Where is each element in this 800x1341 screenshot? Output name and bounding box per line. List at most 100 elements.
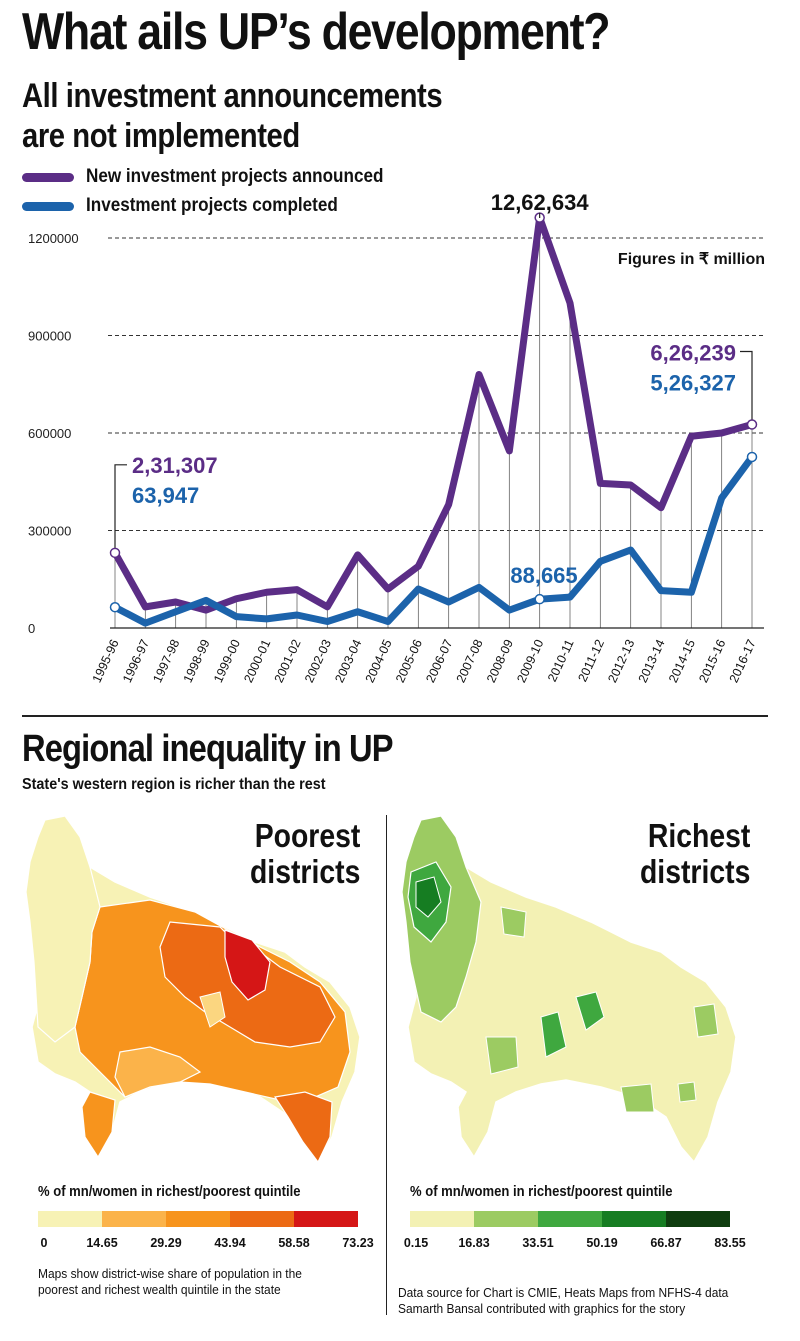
richest-title-line-1: Richest [647, 817, 750, 854]
richest-scale-tick-label: 83.55 [714, 1236, 746, 1250]
richest-scale-tick-label: 0.15 [403, 1236, 429, 1250]
subtitle-line-1: All investment announcements [22, 77, 443, 115]
callout-leader-start [114, 464, 127, 548]
source-line-2: Samarth Bansal contributed with graphics… [398, 1301, 686, 1316]
legend-swatch-completed [22, 201, 74, 211]
y-tick-label: 300000 [28, 524, 71, 539]
region-light-lucknow [199, 991, 226, 1028]
region-north-green [500, 906, 527, 938]
x-tick-label: 2009-10 [514, 637, 546, 685]
region-south-green [620, 1083, 655, 1113]
legend-swatch-announced [22, 172, 74, 182]
richest-title-line-2: districts [639, 853, 750, 890]
richest-scale-caption: % of mn/women in richest/poorest quintil… [410, 1184, 673, 1200]
y-tick-label: 0 [28, 621, 35, 636]
x-tick-label: 1998-99 [181, 637, 213, 685]
region-light-west [25, 815, 101, 1043]
richest-scale-swatch [602, 1211, 666, 1227]
y-tick-label: 1200000 [28, 231, 79, 246]
page-title: What ails UP’s development? [22, 3, 611, 61]
richest-districts-map [401, 815, 737, 1164]
x-tick-label: 2012-13 [605, 637, 637, 685]
x-tick-label: 1999-00 [211, 637, 243, 685]
x-tick-label: 2014-15 [666, 637, 698, 685]
unit-note: Figures in ₹ million [618, 251, 765, 268]
annotation-peak: 12,62,634 [491, 190, 590, 215]
x-tick-label: 2011-12 [575, 637, 607, 684]
poorest-scale-tick-label: 0 [40, 1236, 48, 1250]
richest-map-panel: Richest districts [396, 812, 756, 1182]
poorest-scale-swatch [166, 1211, 230, 1227]
richest-scale-tick-label: 66.87 [650, 1236, 682, 1250]
x-tick-label: 2010-11 [545, 637, 577, 684]
region-red [224, 929, 271, 1001]
source-note: Data source for Chart is CMIE, Heats Map… [398, 1285, 728, 1317]
x-tick-label: 2006-07 [423, 637, 455, 685]
section-divider [22, 715, 768, 717]
data-point-marker [534, 593, 545, 605]
richest-map-title: Richest districts [640, 818, 750, 890]
announced-series-line [111, 214, 756, 614]
region-kanpur-green [540, 1011, 567, 1058]
x-tick-label: 2002-03 [302, 637, 334, 685]
region-agra-green [485, 1036, 519, 1075]
legend-item-announced: New investment projects announced [22, 165, 416, 189]
richest-scale-swatch [410, 1211, 474, 1227]
richest-scale-tick-label: 50.19 [586, 1236, 618, 1250]
chart-subtitle: All investment announcements are not imp… [22, 76, 443, 156]
legend-label-completed: Investment projects completed [86, 195, 338, 216]
poorest-scale-swatch [294, 1211, 358, 1227]
x-tick-label: 1995-96 [90, 637, 122, 685]
poorest-title-line-2: districts [249, 853, 360, 890]
map-note-line-2: poorest and richest wealth quintile in t… [38, 1282, 281, 1297]
poorest-map-panel: Poorest districts [20, 812, 380, 1182]
poorest-scale-swatch [102, 1211, 166, 1227]
annotation-start-announced: 2,31,307 [132, 453, 218, 478]
x-tick-label: 2008-09 [484, 637, 516, 685]
x-tick-label: 2016-17 [727, 637, 759, 685]
map-divider [386, 815, 387, 1315]
region-varanasi-green [677, 1081, 697, 1103]
investment-line-chart: 0 300000 600000 900000 1200000 1995-961996-97… [28, 190, 765, 685]
poorest-color-scale [38, 1211, 358, 1227]
data-point-marker [746, 419, 758, 430]
region-south-orange [273, 1091, 333, 1164]
x-tick-label: 2013-14 [636, 637, 668, 685]
poorest-scale-tick-label: 73.23 [342, 1236, 374, 1250]
region-east-green [693, 1003, 719, 1038]
y-tick-label: 900000 [28, 329, 71, 344]
x-tick-label: 2007-08 [454, 637, 486, 685]
annotation-end-completed: 5,26,327 [650, 370, 736, 395]
poorest-scale-tick-label: 14.65 [86, 1236, 118, 1250]
annotation-end-announced: 6,26,239 [650, 340, 736, 365]
richest-scale-swatch [474, 1211, 538, 1227]
poorest-map-title: Poorest districts [250, 818, 360, 890]
x-tick-label: 2003-04 [332, 637, 364, 685]
region-bundelkhand [114, 1046, 202, 1098]
x-tick-label: 2001-02 [272, 637, 304, 685]
x-tick-label: 2015-16 [696, 637, 728, 685]
x-tick-label: 2005-06 [393, 637, 425, 685]
x-tick-label: 2004-05 [363, 637, 395, 685]
x-tick-label: 1997-98 [150, 637, 182, 685]
data-point-marker [746, 451, 758, 463]
completed-series-line [111, 453, 756, 627]
section-subtitle: State's western region is richer than th… [22, 776, 326, 793]
poorest-scale-caption: % of mn/women in richest/poorest quintil… [38, 1184, 301, 1200]
subtitle-line-2: are not implemented [22, 117, 300, 155]
richest-color-scale [410, 1211, 730, 1227]
callout-leader-end [740, 350, 753, 420]
map-note-line-1: Maps show district-wise share of populat… [38, 1266, 302, 1281]
poorest-scale-swatch [230, 1211, 294, 1227]
region-west-darkest [415, 876, 442, 918]
map-note: Maps show district-wise share of populat… [38, 1266, 302, 1298]
annotation-mid-completed: 88,665 [510, 563, 577, 588]
legend-label-announced: New investment projects announced [86, 166, 384, 187]
poorest-scale-tick-label: 58.58 [278, 1236, 310, 1250]
richest-scale-tick-label: 33.51 [522, 1236, 554, 1250]
y-tick-label: 600000 [28, 426, 71, 441]
source-line-1: Data source for Chart is CMIE, Heats Map… [398, 1285, 729, 1300]
x-tick-label: 1996-97 [120, 637, 152, 685]
region-lucknow-green [575, 991, 605, 1031]
annotation-start-completed: 63,947 [132, 483, 199, 508]
